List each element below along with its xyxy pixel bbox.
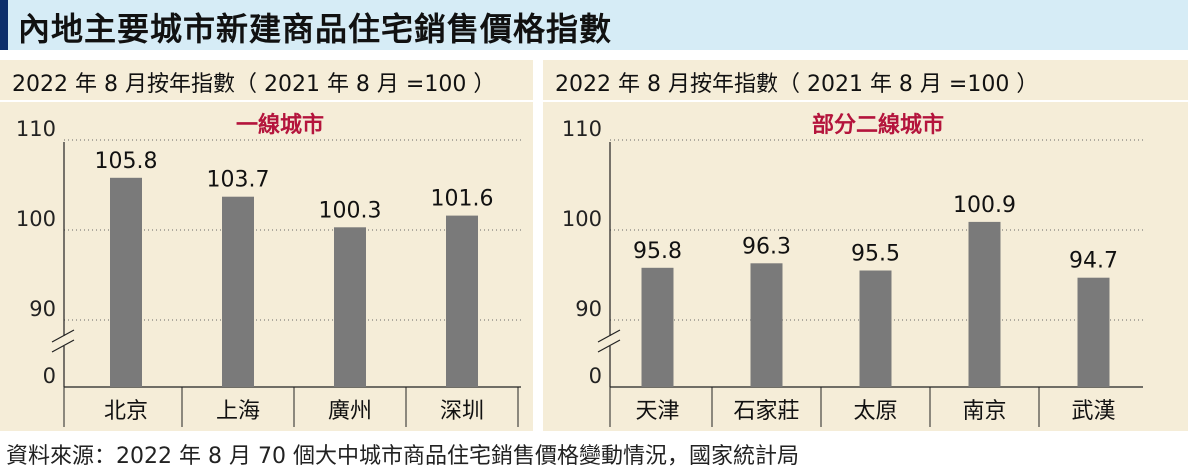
panel-header: 2022 年 8 月按年指數（ 2021 年 8 月 =100 ）: [543, 60, 1188, 102]
source-note: 資料來源：2022 年 8 月 70 個大中城市商品住宅銷售價格變動情況，國家統…: [6, 444, 799, 469]
category-label: 武漢: [1071, 399, 1115, 424]
chart-subtitle: 2022 年 8 月按年指數（ 2021 年 8 月 =100 ）: [12, 72, 496, 97]
chart-panel-tier1: 2022 年 8 月按年指數（ 2021 年 8 月 =100 ） 一線城市 11…: [0, 60, 533, 431]
axis-break-mark: [51, 339, 75, 353]
y-tick-label: 100: [562, 207, 602, 231]
bar-石家莊: [750, 263, 783, 387]
chart-panel-tier2: 2022 年 8 月按年指數（ 2021 年 8 月 =100 ） 部分二線城市…: [543, 60, 1188, 431]
data-label: 103.7: [207, 168, 270, 193]
category-label: 南京: [962, 399, 1006, 424]
title-accent-bar: [0, 0, 8, 50]
axis-break-gap: [600, 336, 620, 346]
bar-chart-tier2-cities: 部分二線城市 110 100 90 0 95.8 天津 96.3 石家莊 95.5 太原 100.9 南…: [562, 112, 1143, 427]
axis-break-mark: [597, 339, 621, 353]
title-bar: 內地主要城市新建商品住宅銷售價格指數: [0, 0, 1188, 52]
category-label: 廣州: [328, 399, 372, 424]
y-tick-label: 110: [16, 117, 56, 141]
y-tick-label: 90: [575, 297, 602, 321]
data-label: 100.9: [953, 193, 1016, 218]
data-label: 100.3: [319, 198, 382, 223]
chart-subtitle: 2022 年 8 月按年指數（ 2021 年 8 月 =100 ）: [555, 72, 1039, 97]
bar-太原: [859, 270, 892, 387]
axis-break-mark: [597, 329, 621, 343]
category-label: 上海: [216, 399, 260, 424]
y-tick-label: 0: [589, 364, 602, 388]
bar-廣州: [334, 227, 366, 387]
category-label: 太原: [853, 399, 897, 424]
y-tick-label: 0: [43, 364, 56, 388]
y-tick-label: 90: [29, 297, 56, 321]
data-label: 94.7: [1069, 249, 1118, 274]
data-label: 96.3: [742, 234, 791, 259]
category-label: 天津: [635, 399, 679, 424]
y-tick-label: 110: [562, 117, 602, 141]
bar-南京: [968, 221, 1001, 387]
category-label: 石家莊: [733, 399, 799, 424]
bar-武漢: [1077, 277, 1110, 387]
bar-天津: [641, 267, 674, 387]
data-label: 95.5: [851, 242, 900, 267]
bar-深圳: [446, 215, 478, 387]
category-label: 北京: [104, 399, 148, 424]
page-title: 內地主要城市新建商品住宅銷售價格指數: [18, 10, 613, 48]
chart-title: 部分二線城市: [812, 112, 944, 138]
y-tick-label: 100: [16, 207, 56, 231]
chart-title: 一線城市: [236, 112, 324, 138]
axis-break-mark: [51, 329, 75, 343]
bar-chart-tier1-cities: 一線城市 110 100 90 0 105.8 北京 103.7 上海 100.3 廣州 101.6 深…: [16, 112, 521, 427]
category-label: 深圳: [440, 399, 484, 424]
panel-header: 2022 年 8 月按年指數（ 2021 年 8 月 =100 ）: [0, 60, 533, 102]
bar-上海: [222, 196, 254, 387]
data-label: 105.8: [95, 149, 158, 174]
data-label: 95.8: [633, 239, 682, 264]
bar-北京: [110, 177, 142, 387]
data-label: 101.6: [431, 187, 494, 212]
axis-break-gap: [54, 336, 74, 346]
